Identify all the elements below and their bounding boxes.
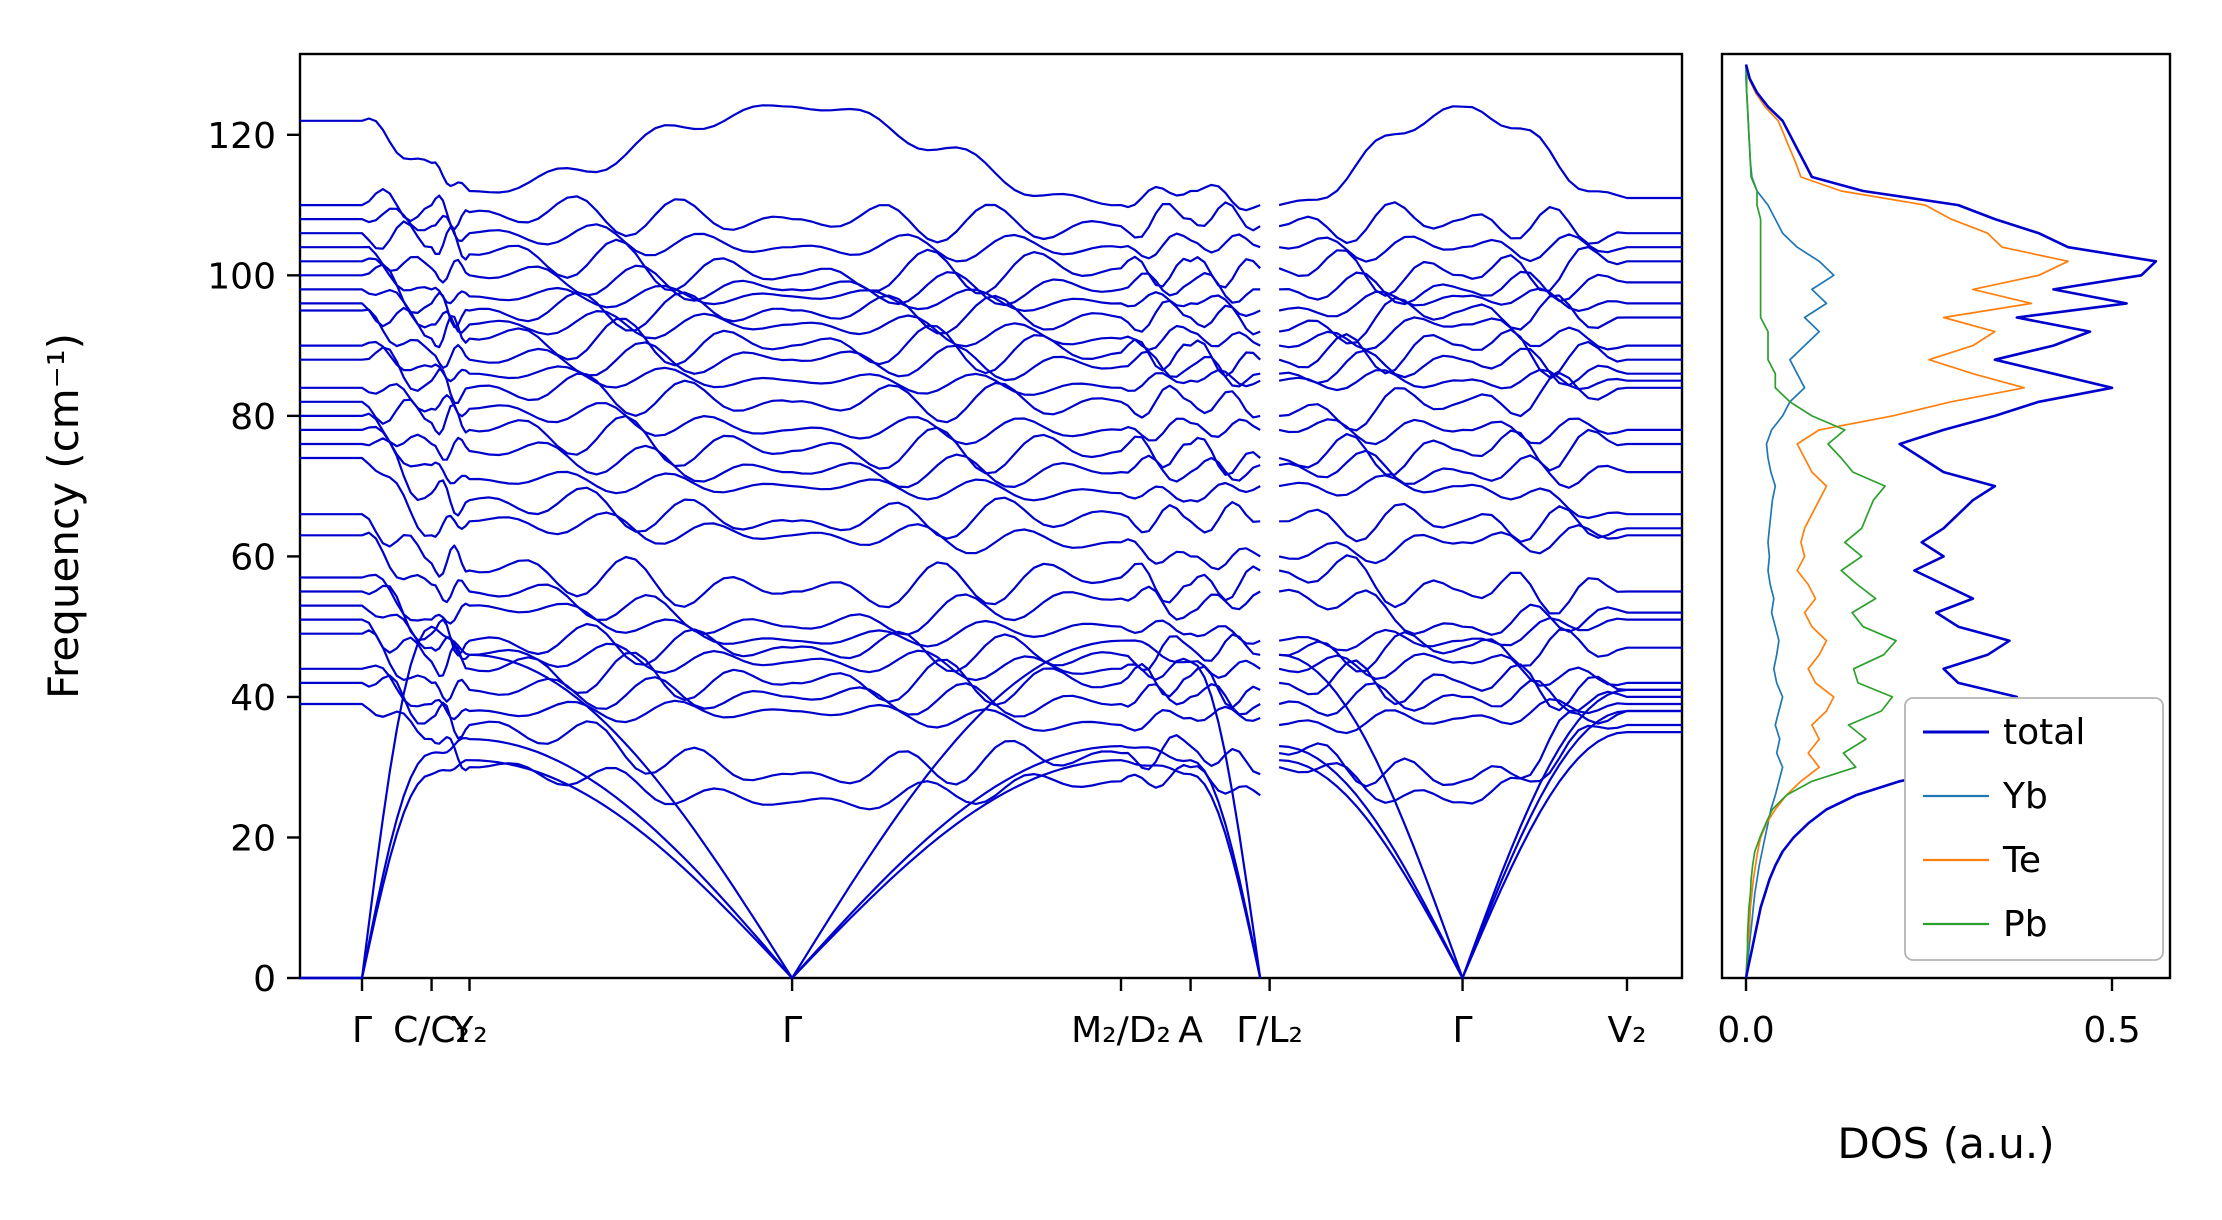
k-tick-label: C/C₂: [393, 1010, 470, 1051]
band-curve-25: [300, 257, 1261, 317]
band-curve-20: [1278, 368, 1682, 392]
band-curve-22: [300, 302, 1261, 378]
band-curve-23: [300, 288, 1261, 351]
band-curve-21: [1278, 347, 1682, 387]
band-curve-27: [300, 220, 1261, 295]
band-curve-8: [300, 604, 1261, 682]
band-curve-26: [300, 245, 1261, 307]
y-axis-label: Frequency (cm⁻¹): [39, 333, 88, 699]
dos-curve-Pb: [1745, 64, 1897, 979]
band-curve-9: [1279, 628, 1682, 673]
y-tick-label: 80: [230, 397, 276, 438]
band-curve-28: [1278, 233, 1682, 263]
dos-tick-label: 0.5: [2083, 1010, 2140, 1051]
band-curve-20: [300, 340, 1261, 396]
band-curve-5: [1278, 698, 1682, 735]
band-curve-16: [1278, 449, 1682, 489]
k-tick-label: Γ: [782, 1010, 802, 1051]
k-tick-label: M₂/D₂: [1071, 1010, 1171, 1051]
k-tick-label: Y₂: [450, 1010, 487, 1051]
band-curve-4: [1278, 709, 1682, 788]
y-tick-label: 120: [207, 116, 276, 157]
y-tick-label: 20: [230, 818, 276, 859]
k-tick-label: V₂: [1607, 1010, 1646, 1051]
band-curve-13: [300, 456, 1261, 571]
dos-x-axis-label: DOS (a.u.): [1837, 1119, 2054, 1168]
band-curve-2: [300, 625, 1262, 980]
band-curve-7: [300, 618, 1261, 709]
band-curve-13: [1278, 524, 1682, 565]
band-curve-6: [300, 629, 1261, 718]
band-curve-28: [300, 207, 1261, 263]
band-curve-11: [300, 531, 1261, 636]
band-curve-15: [1278, 474, 1682, 520]
legend-box: [1904, 697, 2164, 961]
band-curve-10: [300, 573, 1261, 648]
legend-label-Yb: Yb: [2002, 776, 2048, 817]
band-curve-10: [1278, 616, 1682, 652]
y-tick-label: 40: [230, 678, 276, 719]
band-curve-3: [300, 702, 1261, 811]
k-tick-label: Γ/L₂: [1236, 1010, 1303, 1051]
band-curve-14: [300, 437, 1261, 540]
band-curve-23: [1278, 316, 1682, 351]
band-curve-15: [300, 425, 1261, 503]
band-curve-21: [300, 308, 1261, 388]
band-curve-14: [1279, 502, 1682, 543]
dos-curve-total: [1744, 64, 2158, 979]
band-curve-29: [1278, 201, 1682, 245]
band-curve-1: [1279, 709, 1682, 980]
dos-curve-Yb: [1745, 64, 1835, 979]
k-tick-label: A: [1178, 1010, 1203, 1051]
band-curve-7: [1278, 659, 1682, 712]
band-curve-3: [1278, 723, 1682, 805]
y-tick-label: 60: [230, 537, 276, 578]
band-curve-18: [300, 383, 1261, 446]
band-curve-16: [300, 412, 1261, 489]
band-curve-0: [1279, 730, 1682, 980]
band-axes-frame: [298, 52, 1684, 980]
band-curve-24: [1278, 294, 1682, 345]
band-curve-27: [1278, 245, 1682, 297]
band-curve-6: [1278, 679, 1682, 717]
band-curve-9: [300, 584, 1261, 673]
band-curve-19: [300, 346, 1261, 424]
legend-label-Te: Te: [2002, 840, 2041, 881]
band-curve-30: [300, 104, 1261, 212]
k-tick-label: Γ: [352, 1010, 372, 1051]
band-curve-24: [300, 263, 1261, 336]
legend-label-Pb: Pb: [2003, 904, 2048, 945]
band-curve-26: [1279, 270, 1682, 306]
dos-tick-label: 0.0: [1717, 1010, 1774, 1051]
band-curve-30: [1278, 105, 1682, 207]
legend-label-total: total: [2003, 712, 2085, 753]
band-curve-0: [300, 759, 1262, 980]
band-curve-19: [1278, 371, 1682, 432]
band-curve-5: [300, 664, 1261, 732]
band-curve-11: [1278, 588, 1682, 636]
band-curve-25: [1278, 287, 1682, 318]
dos-axes-frame: [1720, 52, 2172, 980]
band-curve-17: [300, 398, 1261, 476]
k-tick-label: Γ: [1453, 1010, 1473, 1051]
band-curve-2: [1278, 653, 1682, 980]
band-curve-29: [300, 188, 1261, 244]
band-curve-12: [300, 513, 1261, 609]
band-curve-17: [1278, 428, 1682, 476]
band-curve-12: [1278, 554, 1682, 615]
y-tick-label: 100: [207, 256, 276, 297]
y-tick-label: 0: [253, 959, 276, 1000]
band-curve-4: [300, 674, 1261, 786]
